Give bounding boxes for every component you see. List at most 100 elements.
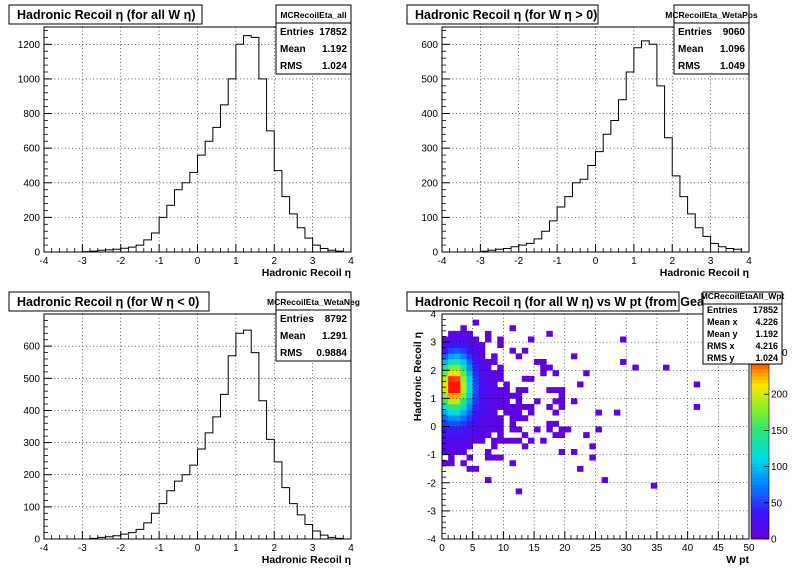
heatmap-cell	[460, 359, 467, 365]
colorbar-segment	[751, 434, 769, 439]
heatmap-cell	[534, 398, 541, 405]
heatmap-cell	[497, 432, 504, 439]
x-tick-label: 4	[746, 256, 752, 267]
colorbar-segment	[751, 481, 769, 486]
heatmap-cell	[484, 454, 492, 461]
heatmap-cell	[442, 342, 449, 349]
heatmap-cell	[509, 404, 516, 410]
y-tick-label: -4	[427, 535, 436, 546]
x-tick-label: 1	[233, 543, 239, 554]
heatmap-cell	[497, 336, 504, 343]
heatmap-cell	[552, 398, 559, 405]
heatmap-cell	[460, 437, 467, 444]
x-tick-label: -2	[116, 256, 125, 267]
heatmap-cell	[448, 404, 455, 410]
heatmap-cell	[491, 409, 498, 416]
x-tick-label: 3	[310, 543, 316, 554]
heatmap-cell	[546, 420, 553, 427]
heatmap-cell	[460, 364, 467, 371]
stats-value: 1.192	[755, 329, 778, 339]
heatmap-cell	[527, 404, 535, 410]
heatmap-cell	[503, 387, 510, 394]
heatmap-cell	[478, 353, 486, 360]
x-tick-label: -3	[78, 256, 87, 267]
heatmap-cell	[460, 420, 467, 427]
heatmap-cell	[595, 409, 602, 416]
heatmap-cell	[466, 330, 473, 337]
heatmap-cell	[552, 409, 559, 416]
heatmap-cell	[552, 420, 559, 427]
heatmap-cell	[448, 336, 455, 343]
heatmap-cell	[466, 381, 473, 388]
x-axis-label: Hadronic Recoil η	[660, 267, 749, 279]
heatmap-cell	[478, 415, 486, 422]
colorbar-segment	[751, 408, 769, 413]
x-tick-label: 3	[708, 256, 714, 267]
heatmap-cell	[478, 426, 486, 433]
heatmap-cell	[521, 432, 529, 439]
title-box	[406, 4, 599, 25]
x-tick-label: 4	[348, 543, 354, 554]
x-tick-label: 0	[195, 543, 201, 554]
heatmap-cell	[442, 426, 449, 433]
heatmap-cell	[589, 454, 596, 461]
stats-label: Entries	[707, 305, 738, 315]
heatmap-cell	[442, 409, 449, 416]
y-tick-label: 300	[421, 144, 438, 155]
heatmap-cell	[484, 387, 492, 394]
heatmap-cell	[546, 404, 553, 410]
colorbar-segment	[751, 415, 769, 420]
panel-3: Hadronic Recoil η (for W η < 0) -4 -3 -2 -1 0…	[8, 291, 360, 566]
heatmap-cell	[491, 370, 498, 377]
heatmap-cell	[484, 336, 492, 343]
heatmap-cell	[515, 392, 523, 399]
heatmap-cell	[460, 375, 467, 382]
colorbar-tick-label: 200	[771, 390, 788, 401]
stats-name: MCRecoilEta_all	[280, 10, 346, 20]
heatmap-cell	[497, 375, 504, 382]
heatmap-cell	[497, 370, 504, 377]
colorbar-segment	[751, 379, 769, 384]
heatmap-cell	[460, 404, 467, 410]
heatmap-cell	[454, 409, 461, 416]
y-tick-label: 0	[34, 535, 40, 546]
heatmap-cell	[478, 432, 486, 439]
heatmap-cell	[497, 387, 504, 394]
colorbar-segment	[751, 524, 769, 529]
heatmap-cell	[509, 460, 516, 467]
colorbar-segment	[751, 535, 769, 540]
heatmap-cell	[454, 375, 461, 382]
heatmap-cell	[484, 381, 492, 388]
heatmap-cell	[478, 420, 486, 427]
x-axis-label: W pt	[726, 554, 749, 566]
stats-value: 17852	[319, 27, 347, 38]
heatmap-cell	[503, 437, 510, 444]
heatmap-cell	[466, 359, 473, 365]
title-box	[8, 291, 210, 312]
x-tick-label: -1	[553, 256, 562, 267]
stats-name: MCRecoilEta_WetaPos	[665, 10, 758, 20]
heatmap-cell	[466, 375, 473, 382]
y-tick-label: 200	[23, 470, 40, 481]
heatmap-cell	[558, 404, 566, 410]
heatmap-cell	[478, 387, 486, 394]
y-tick-label: 600	[23, 144, 40, 155]
heatmap-cell	[478, 404, 486, 410]
heatmap-cell	[515, 353, 523, 360]
heatmap-cell	[472, 404, 480, 410]
colorbar-segment	[751, 419, 769, 424]
panel-4: Hadronic Recoil η (for all W η) vs W pt …	[406, 291, 788, 566]
heatmap-cell	[454, 364, 461, 371]
colorbar-segment	[751, 506, 769, 511]
heatmap-cell	[558, 449, 566, 455]
heatmap-cell	[663, 364, 670, 371]
heatmap-cell	[515, 398, 523, 405]
heatmap-cell	[484, 370, 492, 377]
heatmap-cell	[460, 330, 467, 337]
heatmap-cell	[484, 409, 492, 416]
heatmap-cell	[442, 415, 449, 422]
colorbar-segment	[751, 466, 769, 471]
heatmap-cell	[497, 426, 504, 433]
x-tick-label: -3	[78, 543, 87, 554]
stats-label: Mean	[678, 44, 704, 55]
